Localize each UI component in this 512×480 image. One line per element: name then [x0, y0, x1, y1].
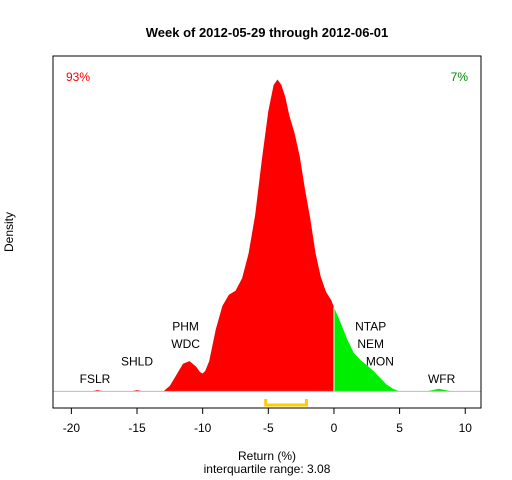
x-tick-label: 5 [396, 421, 403, 435]
stock-label-ntap: NTAP [355, 320, 386, 334]
stock-labels: FSLR SHLD PHM WDC NTAP NEM MON WFR [80, 320, 456, 387]
stock-label-shld: SHLD [121, 355, 153, 369]
chart-title: Week of 2012-05-29 through 2012-06-01 [146, 25, 389, 40]
positive-percent-label: 7% [451, 70, 469, 84]
stock-label-mon: MON [366, 355, 394, 369]
stock-label-fslr: FSLR [80, 372, 111, 386]
x-axis: -20 -15 -10 -5 0 5 10 [63, 407, 473, 435]
stock-label-wdc: WDC [171, 337, 200, 351]
x-tick-label: -5 [263, 421, 274, 435]
iqr-subtitle: interquartile range: 3.08 [204, 462, 331, 476]
density-areas [91, 79, 459, 392]
x-tick-label: -15 [128, 421, 146, 435]
x-tick-label: -10 [194, 421, 212, 435]
negative-percent-label: 93% [66, 70, 90, 84]
iqr-bracket [264, 399, 308, 407]
x-axis-label: Return (%) [238, 449, 296, 463]
stock-label-wfr: WFR [428, 372, 456, 386]
x-tick-label: -20 [63, 421, 81, 435]
stock-label-nem: NEM [357, 337, 384, 351]
stock-label-phm: PHM [172, 320, 199, 334]
y-axis-label: Density [2, 212, 16, 252]
negative-return-area [91, 79, 334, 392]
x-tick-label: 0 [331, 421, 338, 435]
x-tick-label: 10 [459, 421, 473, 435]
positive-return-area [334, 307, 459, 392]
